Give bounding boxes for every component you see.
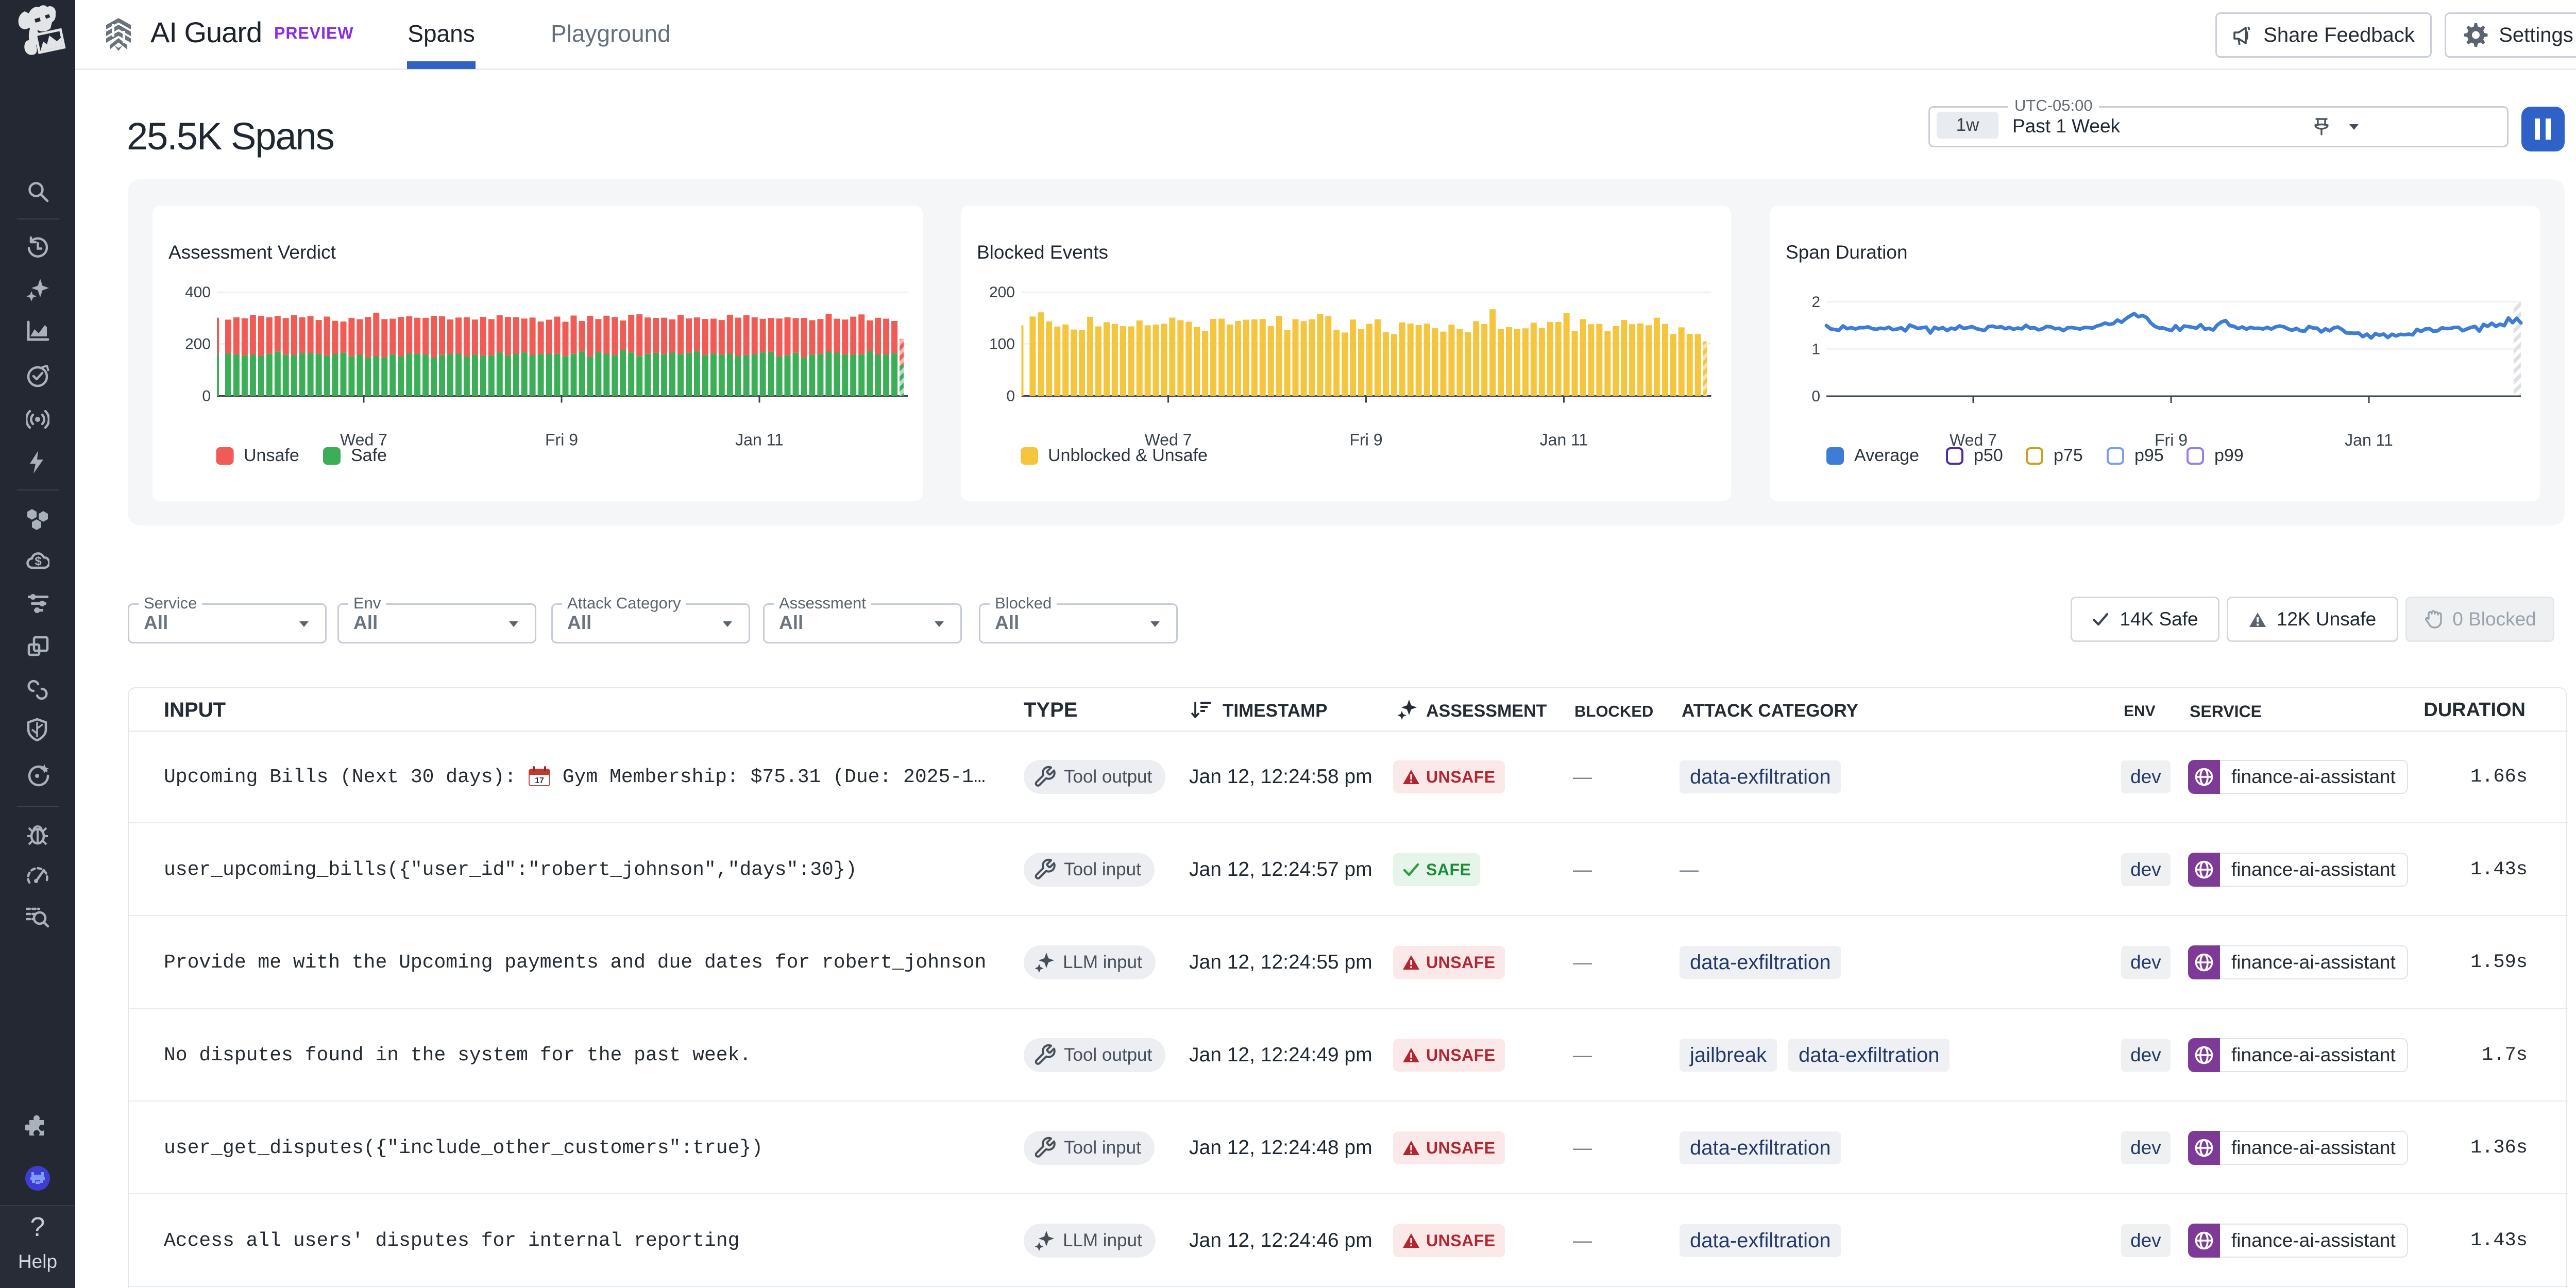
svg-text:Assessment Verdict: Assessment Verdict (168, 242, 336, 263)
svg-text:Wed 7: Wed 7 (340, 431, 387, 449)
svg-text:p75: p75 (2054, 446, 2083, 465)
svg-text:Wed 7: Wed 7 (1145, 431, 1192, 449)
svg-text:p50: p50 (1974, 446, 2003, 465)
svg-text:Fri 9: Fri 9 (2155, 431, 2188, 449)
svg-text:Jan 11: Jan 11 (2345, 431, 2393, 449)
svg-text:p99: p99 (2214, 446, 2244, 465)
svg-text:17: 17 (535, 776, 544, 785)
svg-text:Safe: Safe (351, 446, 387, 465)
svg-text:$: $ (35, 554, 42, 568)
svg-text:Average: Average (1854, 446, 1919, 465)
svg-text:1: 1 (1811, 341, 1820, 358)
svg-text:Jan 11: Jan 11 (1540, 431, 1588, 449)
svg-text:400: 400 (185, 284, 211, 301)
svg-text:Unblocked & Unsafe: Unblocked & Unsafe (1048, 446, 1208, 465)
svg-text:2: 2 (1811, 294, 1820, 311)
svg-text:Span Duration: Span Duration (1786, 242, 1908, 263)
svg-text:Unsafe: Unsafe (244, 446, 299, 465)
svg-text:200: 200 (185, 336, 211, 353)
svg-text:0: 0 (202, 388, 211, 405)
svg-text:Blocked Events: Blocked Events (977, 242, 1108, 263)
svg-text:0: 0 (1811, 388, 1820, 405)
svg-text:200: 200 (989, 284, 1015, 301)
svg-text:Fri 9: Fri 9 (545, 431, 578, 449)
svg-text:Jan 11: Jan 11 (735, 431, 784, 449)
svg-text:100: 100 (989, 336, 1015, 353)
svg-text:0: 0 (1006, 388, 1015, 405)
svg-text:p95: p95 (2134, 446, 2164, 465)
svg-text:Fri 9: Fri 9 (1350, 431, 1383, 449)
svg-text:Wed 7: Wed 7 (1950, 431, 1997, 449)
